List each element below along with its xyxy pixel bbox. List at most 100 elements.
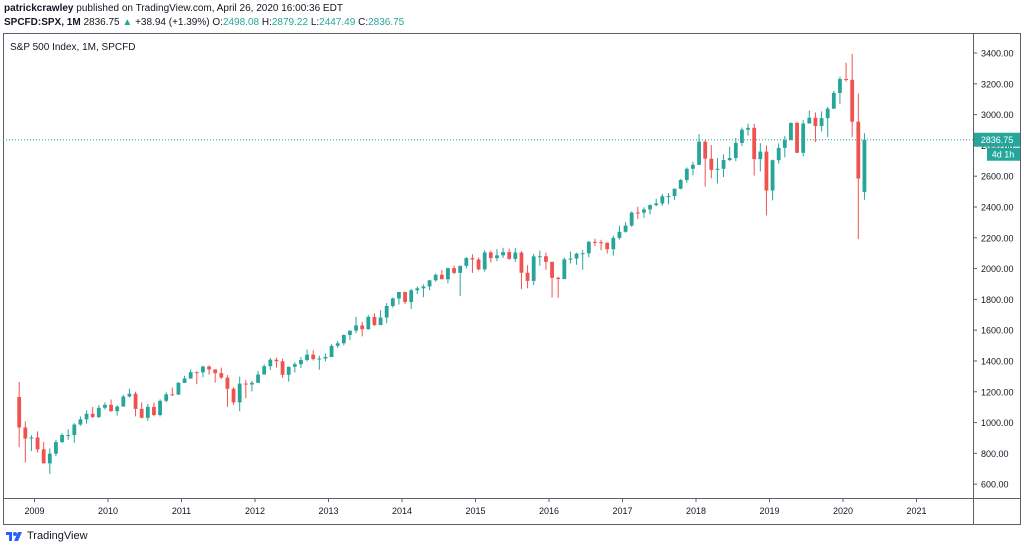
y-tick-label: 1800.00 (981, 295, 1014, 305)
candle-body (72, 424, 77, 436)
close-value: 2836.75 (368, 17, 405, 28)
candle-body (758, 151, 763, 160)
candle-body (397, 291, 401, 299)
candle-body (452, 268, 456, 273)
candle-body (586, 241, 591, 254)
candle-body (795, 122, 799, 153)
candle-body (115, 406, 120, 412)
candle-body (41, 449, 46, 464)
candle-body (133, 393, 138, 409)
candle-body (262, 366, 267, 375)
candle-body (611, 237, 616, 250)
candle-body (746, 127, 750, 130)
candle-body (838, 79, 842, 93)
candle-body (507, 252, 512, 259)
candle-body (715, 168, 720, 170)
candlestick-chart[interactable]: 600.00 800.00 1000.00 1200.00 1400.00 1600.00… (3, 33, 1021, 525)
candle-body (623, 225, 628, 232)
candle-body (152, 406, 156, 416)
candle-body (250, 382, 254, 385)
candle-body (403, 291, 407, 302)
candle-body (433, 274, 438, 281)
author-name: patrickcrawley (4, 3, 74, 14)
x-tick-label: 2016 (539, 506, 559, 516)
candle-body (231, 388, 236, 403)
candle-body (225, 377, 230, 389)
chart-frame[interactable]: 600.00 800.00 1000.00 1200.00 1400.00 1600.00… (3, 33, 1021, 525)
candle-body (305, 354, 309, 361)
candle-body (139, 408, 144, 418)
y-tick-label: 2600.00 (981, 172, 1014, 182)
y-tick-label: 3200.00 (981, 79, 1014, 89)
x-tick-label: 2011 (172, 506, 191, 516)
candle-body (501, 252, 505, 256)
candle-body (850, 79, 855, 122)
last-price-tag (974, 132, 1020, 147)
candle-body (458, 265, 463, 273)
candle-body (782, 140, 787, 148)
candle-body (384, 305, 389, 318)
candle-body (348, 330, 352, 335)
candle-body (164, 394, 169, 401)
candle-body (341, 334, 346, 344)
candle-body (274, 359, 279, 362)
candle-body (335, 343, 340, 346)
open-label: O: (212, 17, 223, 28)
y-tick-label: 3000.00 (981, 110, 1014, 120)
candle-body (856, 121, 861, 179)
candle-body (409, 290, 414, 302)
candle-body (121, 396, 126, 407)
x-tick-label: 2018 (686, 506, 706, 516)
candle-body (299, 360, 303, 365)
countdown-tag (987, 147, 1020, 161)
candle-body (476, 259, 481, 270)
x-tick-label: 2020 (833, 506, 853, 516)
candle-body (78, 419, 83, 425)
candle-body (372, 316, 377, 326)
candle-body (439, 274, 444, 280)
candle-body (789, 122, 793, 141)
candle-body (482, 252, 487, 270)
candle-body (311, 354, 316, 360)
candle-body (366, 316, 371, 330)
y-tick-label: 2200.00 (981, 233, 1014, 243)
candle-body (188, 372, 193, 379)
candle-body (635, 212, 640, 214)
candle-body (574, 253, 579, 259)
candle-body (354, 325, 358, 331)
chart-border (3, 33, 1021, 525)
candle-body (764, 151, 769, 191)
candle-body (703, 141, 708, 159)
candle-body (666, 196, 671, 198)
candle-body (593, 241, 597, 243)
y-tick-label: 1400.00 (981, 356, 1014, 366)
candle-body (323, 356, 328, 359)
symbol-legend: SPCFD:SPX, 1M 2836.75 ▲ +38.94 (+1.39%) … (4, 17, 404, 29)
x-tick-label: 2015 (465, 506, 485, 516)
candle-body (201, 366, 205, 373)
candle-body (605, 242, 610, 250)
y-tick-label: 1000.00 (981, 418, 1014, 428)
candle-body (96, 407, 101, 418)
candle-body (280, 361, 285, 375)
candle-body (329, 345, 334, 357)
tradingview-brand[interactable]: TradingView (5, 530, 88, 542)
candle-body (415, 288, 420, 291)
candle-body (47, 453, 52, 464)
candle-body (599, 242, 603, 244)
candle-body (770, 160, 775, 191)
candle-body (819, 118, 824, 126)
candle-body (176, 382, 181, 395)
candle-body (629, 212, 634, 226)
candle-body (813, 117, 818, 126)
high-value: 2879.22 (271, 17, 309, 28)
candle-body (752, 127, 757, 160)
candle-body (740, 129, 744, 143)
candle-body (360, 325, 365, 330)
candle-body (378, 317, 383, 326)
candle-body (29, 437, 34, 439)
candle-body (103, 404, 107, 408)
candle-body (427, 280, 432, 287)
candle-body (286, 366, 291, 375)
countdown-tag-label: 4d 1h (992, 150, 1015, 160)
